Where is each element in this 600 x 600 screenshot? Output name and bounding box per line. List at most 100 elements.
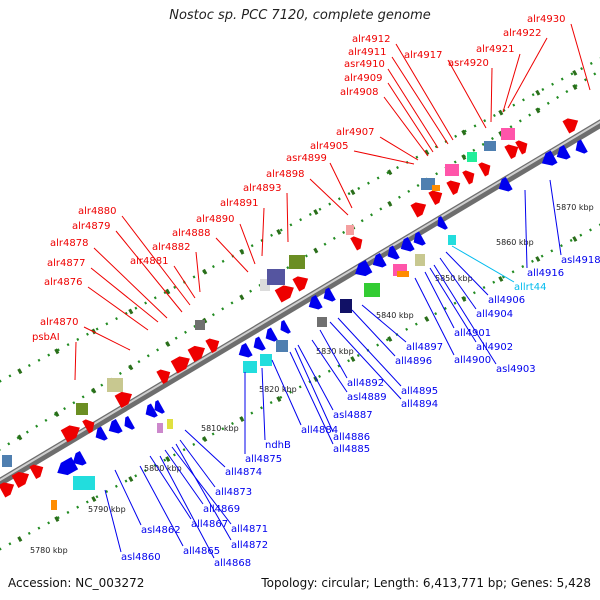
tick-mark bbox=[424, 149, 430, 156]
gene-feature-box bbox=[484, 141, 496, 151]
reverse-gene-label: asl4918 bbox=[561, 255, 600, 266]
gene-feature-box bbox=[195, 320, 205, 330]
forward-leader-line bbox=[83, 326, 131, 351]
tick-mark bbox=[17, 368, 23, 375]
forward-gene-label: alr4911 bbox=[348, 47, 386, 58]
forward-leader-line bbox=[502, 53, 521, 113]
forward-leader-line bbox=[215, 237, 249, 273]
reverse-leader-line bbox=[175, 443, 232, 541]
tick-mark bbox=[572, 84, 578, 90]
tick-mark bbox=[313, 247, 319, 254]
reverse-gene-label: all4894 bbox=[401, 399, 438, 410]
reverse-gene-arrow bbox=[154, 399, 165, 414]
tick-mark bbox=[424, 316, 430, 322]
forward-gene-arrow bbox=[428, 190, 443, 206]
scale-label: 5870 kbp bbox=[556, 203, 594, 212]
scale-label: 5800 kbp bbox=[144, 464, 182, 473]
forward-gene-label: alr4880 bbox=[78, 206, 116, 217]
forward-leader-line bbox=[309, 178, 349, 216]
reverse-gene-arrow bbox=[437, 215, 448, 230]
gene-feature-box bbox=[51, 500, 57, 510]
reverse-gene-arrow bbox=[280, 319, 291, 334]
gene-feature-box bbox=[243, 361, 257, 373]
forward-gene-arrow bbox=[446, 180, 461, 196]
forward-leader-line bbox=[286, 192, 289, 243]
reverse-leader-line bbox=[433, 264, 497, 365]
forward-gene-label: alr4878 bbox=[50, 238, 88, 249]
forward-gene-label: psbAI bbox=[32, 332, 60, 343]
tick-mark bbox=[54, 516, 60, 522]
reverse-gene-arrow bbox=[95, 426, 108, 441]
tick-mark bbox=[535, 107, 541, 114]
reverse-leader-line bbox=[429, 267, 477, 343]
gene-feature-box bbox=[467, 152, 477, 162]
forward-gene-label: alr4877 bbox=[47, 258, 85, 269]
reverse-leader-line bbox=[289, 351, 334, 445]
forward-gene-arrow bbox=[292, 276, 309, 292]
reverse-gene-label: all4916 bbox=[527, 268, 564, 279]
reverse-gene-label: all4901 bbox=[454, 328, 491, 339]
forward-leader-line bbox=[261, 207, 265, 257]
reverse-leader-line bbox=[184, 429, 226, 468]
dotted-guide-line bbox=[0, 57, 600, 383]
scale-label: 5790 kbp bbox=[88, 505, 126, 514]
gene-feature-box bbox=[157, 423, 163, 433]
reverse-gene-arrow bbox=[400, 236, 415, 252]
reverse-leader-line bbox=[179, 439, 216, 488]
tick-mark bbox=[350, 189, 356, 196]
reverse-gene-label: all4868 bbox=[214, 558, 251, 569]
tick-mark bbox=[461, 154, 467, 161]
tick-mark bbox=[350, 356, 356, 362]
gene-feature-box bbox=[432, 185, 440, 191]
reverse-gene-arrow bbox=[387, 245, 400, 260]
tick-mark bbox=[461, 129, 467, 136]
reverse-gene-arrow bbox=[541, 150, 558, 166]
gene-feature-box bbox=[501, 128, 515, 140]
reverse-leader-line bbox=[261, 367, 266, 441]
tick-mark bbox=[387, 200, 393, 207]
reverse-leader-line bbox=[271, 359, 302, 426]
gene-feature-box bbox=[167, 419, 173, 429]
reverse-gene-label: asl4860 bbox=[121, 552, 161, 563]
reverse-gene-arrow bbox=[556, 144, 571, 160]
forward-leader-line bbox=[387, 68, 439, 149]
reverse-gene-arrow bbox=[323, 287, 336, 302]
reverse-gene-label: asl4889 bbox=[347, 392, 387, 403]
tick-mark bbox=[535, 256, 541, 262]
scale-label: 5780 kbp bbox=[30, 546, 68, 555]
forward-leader-line bbox=[87, 286, 149, 331]
tick-mark bbox=[387, 169, 393, 176]
reverse-leader-line bbox=[337, 317, 402, 387]
tick-mark bbox=[535, 89, 541, 96]
dotted-guide-line bbox=[0, 223, 600, 551]
forward-gene-label: alr4888 bbox=[172, 228, 210, 239]
forward-leader-line bbox=[570, 23, 591, 91]
accession-text: Accession: NC_003272 bbox=[8, 576, 145, 590]
reverse-leader-line bbox=[351, 309, 396, 357]
forward-gene-arrow bbox=[274, 285, 294, 303]
forward-gene-label: alr4905 bbox=[310, 141, 348, 152]
scale-label: 5860 kbp bbox=[496, 238, 534, 247]
reverse-gene-arrow bbox=[575, 139, 588, 154]
reverse-gene-arrow bbox=[72, 450, 87, 466]
reverse-gene-arrow bbox=[124, 415, 135, 430]
tick-mark bbox=[276, 396, 282, 402]
forward-gene-label: alr4890 bbox=[196, 214, 234, 225]
forward-gene-arrow bbox=[350, 236, 363, 251]
scale-label: 5830 kbp bbox=[316, 347, 354, 356]
forward-leader-line bbox=[383, 96, 429, 157]
forward-gene-arrow bbox=[462, 170, 475, 185]
tick-mark bbox=[387, 336, 393, 342]
tick-mark bbox=[165, 341, 171, 347]
forward-gene-label: alr4876 bbox=[44, 277, 82, 288]
genome-backbone bbox=[0, 119, 600, 487]
forward-gene-label: alr4879 bbox=[72, 221, 110, 232]
gene-feature-box bbox=[267, 269, 285, 285]
gene-feature-box bbox=[276, 340, 288, 352]
gene-feature-box bbox=[364, 283, 380, 297]
reverse-leader-line bbox=[164, 449, 204, 505]
forward-gene-label: asr4899 bbox=[286, 153, 327, 164]
reverse-gene-arrow bbox=[108, 418, 123, 434]
forward-gene-label: asr4920 bbox=[448, 58, 489, 69]
forward-gene-arrow bbox=[0, 482, 15, 498]
